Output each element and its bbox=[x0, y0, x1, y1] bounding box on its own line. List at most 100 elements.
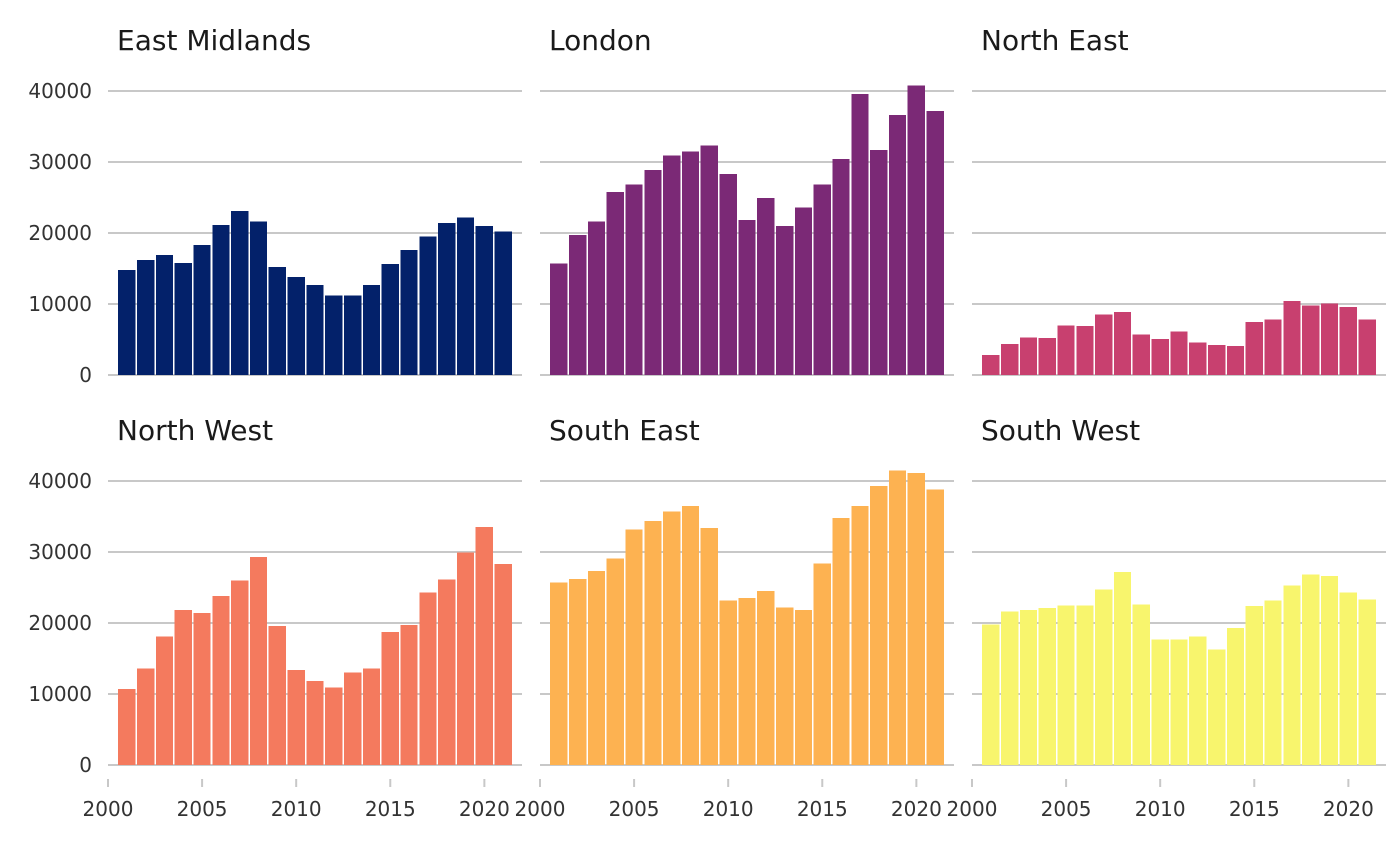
bar bbox=[907, 473, 926, 765]
bar bbox=[757, 591, 775, 765]
bar bbox=[362, 668, 381, 765]
bar bbox=[231, 210, 249, 375]
y-tick-label: 0 bbox=[79, 753, 92, 777]
x-tick-label: 2015 bbox=[797, 797, 848, 821]
bar bbox=[438, 223, 456, 375]
y-tick-label: 20000 bbox=[28, 611, 92, 635]
bar bbox=[1113, 311, 1132, 375]
bar bbox=[888, 115, 907, 375]
bar bbox=[719, 600, 737, 765]
bar bbox=[681, 505, 700, 765]
bar bbox=[325, 295, 343, 375]
bar bbox=[475, 225, 494, 375]
bar bbox=[174, 262, 192, 375]
bar bbox=[1038, 338, 1056, 375]
bar bbox=[1151, 338, 1169, 375]
bar bbox=[625, 529, 643, 765]
bar bbox=[1057, 325, 1075, 375]
bar bbox=[193, 245, 211, 375]
bar bbox=[606, 558, 624, 765]
bar bbox=[813, 184, 831, 375]
bar bbox=[287, 669, 305, 765]
bar bbox=[982, 624, 1000, 765]
bar bbox=[587, 221, 606, 375]
bar bbox=[494, 231, 512, 375]
bar bbox=[438, 579, 456, 765]
bar bbox=[1358, 599, 1376, 765]
bar bbox=[832, 517, 850, 765]
x-tick-label: 2020 bbox=[891, 797, 942, 821]
bar bbox=[419, 236, 437, 375]
bar bbox=[738, 598, 756, 765]
x-tick-label: 2000 bbox=[83, 797, 134, 821]
bar bbox=[249, 221, 268, 375]
bar bbox=[644, 169, 662, 375]
bar bbox=[212, 596, 230, 765]
bar bbox=[1264, 600, 1282, 765]
x-tick-label: 2005 bbox=[609, 797, 660, 821]
bar bbox=[1283, 301, 1301, 375]
bar bbox=[1170, 331, 1188, 375]
bar bbox=[926, 110, 944, 375]
bar bbox=[155, 255, 174, 375]
bar bbox=[456, 217, 475, 375]
bar bbox=[625, 184, 643, 375]
bar bbox=[136, 668, 155, 765]
bar bbox=[1132, 334, 1151, 375]
panel-title: East Midlands bbox=[117, 24, 311, 57]
bar bbox=[1189, 342, 1207, 375]
x-tick-label: 2010 bbox=[1135, 797, 1186, 821]
bar bbox=[907, 85, 926, 375]
bar bbox=[1358, 319, 1376, 375]
bar bbox=[1302, 574, 1320, 765]
bar bbox=[1113, 571, 1132, 765]
bar bbox=[794, 207, 813, 375]
y-tick-label: 10000 bbox=[28, 682, 92, 706]
bar bbox=[494, 564, 512, 765]
x-tick-label: 2020 bbox=[1323, 797, 1374, 821]
bar bbox=[813, 563, 831, 765]
bar bbox=[1245, 321, 1263, 375]
bar bbox=[1189, 636, 1207, 765]
y-tick-label: 40000 bbox=[28, 79, 92, 103]
bar bbox=[381, 632, 399, 765]
bar bbox=[870, 149, 888, 375]
bar bbox=[1170, 639, 1188, 765]
bar bbox=[400, 625, 418, 765]
bar bbox=[1245, 605, 1263, 765]
bar bbox=[587, 571, 606, 765]
bar bbox=[775, 607, 794, 765]
bar bbox=[1339, 306, 1358, 375]
bar bbox=[644, 520, 662, 765]
bar bbox=[870, 485, 888, 765]
bar bbox=[982, 355, 1000, 375]
bar bbox=[775, 225, 794, 375]
bar bbox=[1038, 608, 1056, 765]
bar bbox=[475, 527, 494, 765]
bar bbox=[663, 511, 681, 765]
bar bbox=[1019, 610, 1038, 765]
bar bbox=[700, 527, 719, 765]
bar bbox=[456, 552, 475, 765]
panel-title: North East bbox=[981, 24, 1129, 57]
bar bbox=[1320, 576, 1339, 765]
bar bbox=[550, 263, 568, 375]
bar bbox=[268, 267, 287, 375]
bar bbox=[888, 470, 907, 765]
bar bbox=[1302, 305, 1320, 375]
panel-title: London bbox=[549, 24, 652, 57]
bar bbox=[1264, 319, 1282, 375]
bar bbox=[419, 592, 437, 765]
x-tick-label: 2015 bbox=[365, 797, 416, 821]
bar bbox=[700, 145, 719, 375]
bar bbox=[362, 284, 381, 375]
bar bbox=[1207, 345, 1226, 375]
bar bbox=[1283, 585, 1301, 765]
panel-title: North West bbox=[117, 414, 273, 447]
y-tick-label: 10000 bbox=[28, 292, 92, 316]
bar bbox=[325, 687, 343, 765]
panel-north-east: North East bbox=[972, 24, 1386, 376]
bar bbox=[231, 580, 249, 765]
x-tick-label: 2010 bbox=[271, 797, 322, 821]
